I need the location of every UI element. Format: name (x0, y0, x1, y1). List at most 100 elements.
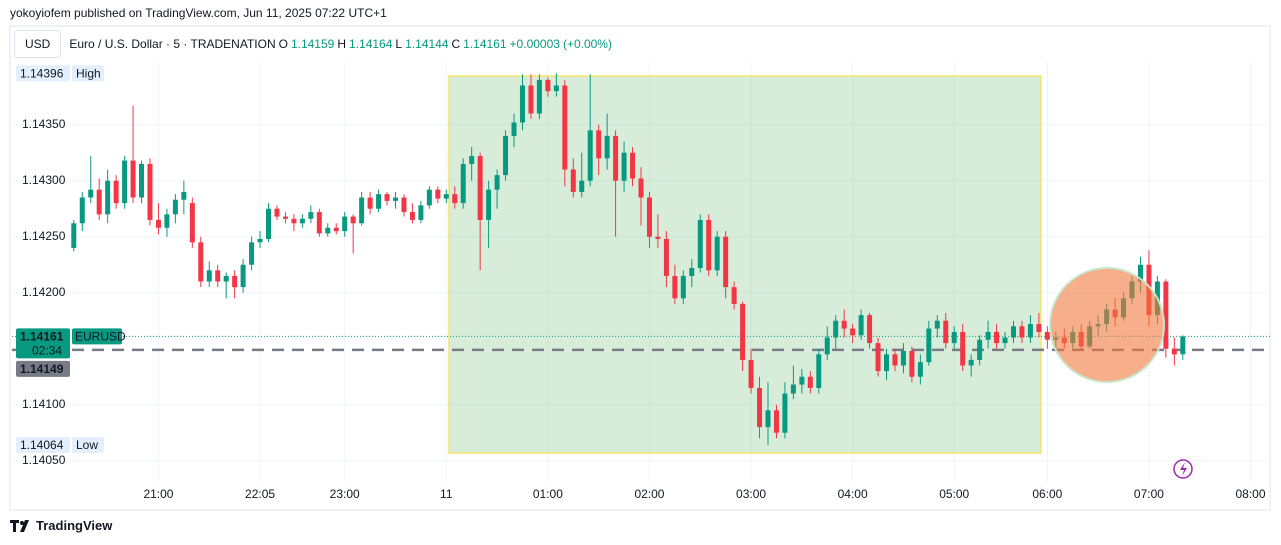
candle-body (359, 197, 365, 224)
candle-body (875, 343, 881, 372)
x-tick-label: 04:00 (838, 487, 868, 501)
candle-body (367, 197, 373, 209)
candle-body (723, 236, 729, 288)
candle-body (748, 359, 754, 388)
candle-body (511, 122, 517, 136)
candle-body (884, 354, 890, 372)
candle-body (917, 362, 923, 377)
candle-body (460, 163, 466, 204)
candle-body (824, 337, 830, 355)
y-tick-label: 1.14200 (22, 285, 66, 299)
candle-body (282, 216, 288, 219)
candle-body (816, 354, 822, 388)
candle-body (350, 216, 356, 224)
candle-body (1010, 326, 1016, 338)
candle-body (130, 160, 136, 198)
legend-item: O (278, 37, 288, 51)
x-tick-label: 02:00 (634, 487, 664, 501)
candle-body (181, 191, 187, 200)
price-tag (16, 437, 70, 454)
price-tag-value: 1.14064 (20, 438, 64, 452)
candle-body (198, 242, 204, 282)
candle-body (689, 268, 695, 276)
price-tag-note (72, 437, 104, 454)
candle-body (240, 264, 246, 288)
x-tick-label: 22:05 (245, 487, 275, 501)
candle-body (215, 270, 221, 282)
publisher: yokoyiofem published on TradingView.com,… (10, 6, 387, 20)
y-tick-label: 1.14100 (22, 397, 66, 411)
candle-body (740, 303, 746, 360)
candle-body (1002, 337, 1008, 344)
candle-body (646, 197, 652, 237)
candle-body (1137, 264, 1143, 282)
candle-body (443, 194, 449, 199)
legend: Euro / U.S. Dollar · 5 · TRADENATION O 1.1… (69, 37, 615, 51)
candle-body (638, 178, 644, 198)
alert-icon[interactable] (1173, 459, 1193, 479)
candle-body (342, 216, 348, 232)
legend-item: (+0.00%) (562, 37, 612, 51)
logo (10, 519, 29, 532)
candle-body (765, 410, 771, 428)
candle-body (325, 227, 331, 234)
symbol: Euro / U.S. Dollar · 5 · TRADENATION (69, 37, 276, 51)
price-tag-note (72, 65, 104, 82)
candle-body (850, 328, 856, 336)
price-tag-note-text: Low (76, 438, 98, 452)
level-tag (16, 360, 70, 377)
legend-item: 1.14159 (290, 37, 335, 51)
candle-body (799, 376, 805, 385)
x-tick-label: 03:00 (736, 487, 766, 501)
candle-body (968, 359, 974, 366)
legend-item: L (395, 37, 403, 51)
candle-body (977, 339, 983, 360)
price-tag-value: 1.14396 (20, 66, 64, 80)
candle-body (1180, 336, 1186, 355)
y-tick-label: 1.14250 (22, 229, 66, 243)
legend-item: 1.14144 (405, 37, 449, 51)
last-tag (16, 328, 70, 359)
candle-body (562, 85, 568, 170)
candle-body (985, 331, 991, 340)
candle-body (528, 85, 534, 114)
x-tick-label: 06:00 (1032, 487, 1062, 501)
candle-body (613, 135, 619, 181)
candle-body (545, 79, 551, 92)
symbol-tag-text: EURUSD (75, 330, 126, 344)
candle-body (621, 152, 627, 181)
candle-body (663, 238, 669, 276)
legend-item: H (337, 37, 347, 51)
highlight-circle (1049, 267, 1165, 383)
candle-body (257, 238, 263, 243)
candle-body (553, 85, 559, 92)
candle-body (697, 219, 703, 269)
candle-body (172, 199, 178, 215)
alert-icon-bolt (1180, 462, 1187, 476)
legend-item: 1.14161 (463, 37, 507, 51)
candle-body (579, 180, 585, 192)
candle-body (308, 212, 314, 219)
candle-body (1027, 324, 1033, 338)
candle-body (782, 393, 788, 433)
candle-body (113, 180, 119, 204)
currency-button[interactable]: USD (14, 30, 62, 58)
candle-body (943, 320, 949, 344)
candle-body (139, 163, 145, 198)
x-tick-label: 21:00 (143, 487, 173, 501)
candle-body (951, 331, 957, 344)
candle-body (249, 242, 255, 265)
candle-body (1036, 324, 1042, 332)
legend-item: C (451, 37, 461, 51)
candle-body (122, 160, 128, 204)
candle-body (1044, 331, 1050, 340)
candle-body (536, 79, 542, 114)
candle-body (841, 320, 847, 329)
candle-body (299, 218, 305, 224)
candle-body (900, 350, 906, 366)
candle-body (714, 236, 720, 271)
candle-body (494, 175, 500, 190)
candle-body (452, 194, 458, 204)
candle-body (274, 208, 280, 217)
